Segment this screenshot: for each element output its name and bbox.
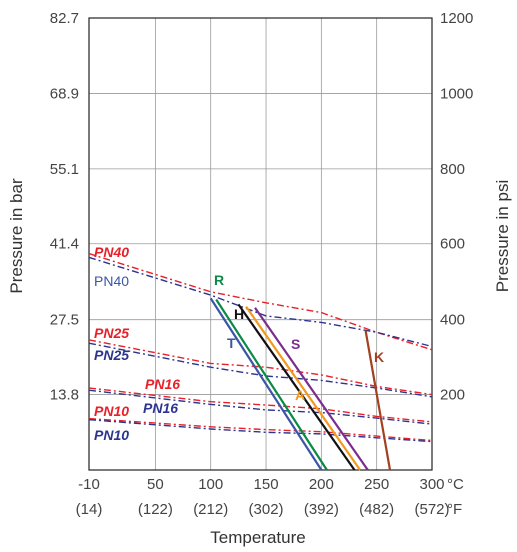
y-tick-label-bar: 55.1 [50,161,79,178]
right-axis-title: Pressure in psi [493,180,512,292]
pn-label-pn16: PN16 [145,376,180,392]
curve-label-a: A [295,387,305,403]
x-unit-celsius: °C [447,476,464,493]
pn-label-pn10: PN10 [94,427,129,443]
y-tick-label-psi: 1000 [440,85,473,102]
x-tick-label-celsius: 150 [254,476,279,493]
y-tick-label-bar: 82.7 [50,10,79,27]
x-tick-label-fahrenheit: (14) [76,501,103,518]
left-axis-title: Pressure in bar [7,178,26,294]
x-tick-label-celsius: 300 [419,476,444,493]
y-tick-label-psi: 800 [440,161,465,178]
x-tick-label-fahrenheit: (212) [193,501,228,518]
curve-h [237,303,356,471]
x-tick-label-celsius: 200 [309,476,334,493]
curve-label-r: R [214,272,224,288]
x-tick-label-celsius: 250 [364,476,389,493]
x-tick-label-celsius: 100 [198,476,223,493]
pn-line-red [88,252,433,351]
pn-label-pn25: PN25 [94,325,129,341]
pn-rating-lines [88,252,433,443]
curve-s [254,307,369,471]
pn-line-navy [88,419,433,443]
material-curves [209,297,392,471]
pn-label-pn40: PN40 [94,244,129,260]
y-tick-label-psi: 200 [440,387,465,404]
pn-line-red [88,417,433,442]
curve-t [209,297,323,471]
curve-label-k: K [374,349,384,365]
x-unit-fahrenheit: °F [447,501,462,518]
grid [88,17,433,471]
pn-label-pn16: PN16 [143,400,178,416]
curve-r [215,298,328,471]
y-tick-label-psi: 1200 [440,10,473,27]
x-axis-title: Temperature [210,528,305,547]
y-tick-label-bar: 13.8 [50,387,79,404]
y-tick-label-bar: 68.9 [50,85,79,102]
curve-label-h: H [234,306,244,322]
pn-label-pn25: PN25 [94,347,129,363]
y-tick-label-bar: 41.4 [50,236,79,253]
x-tick-label-fahrenheit: (392) [304,501,339,518]
curve-label-t: T [227,335,236,351]
curve-labels: PN40 PN40 PN25 PN25 PN16 PN16 PN10 PN10 T R H A S K [94,244,384,443]
x-tick-label-fahrenheit: (122) [138,501,173,518]
plot-frame [88,17,433,471]
pn-label-pn10: PN10 [94,403,129,419]
axis-ticks: -10 (14) 50 (122) 100 (212) 150 (302) 200 (392) 25… [50,10,474,518]
x-tick-label-fahrenheit: (482) [359,501,394,518]
pn-line-navy [88,256,433,348]
y-tick-label-bar: 27.5 [50,312,79,329]
curve-a [245,305,362,471]
y-tick-label-psi: 400 [440,312,465,329]
pn-line-navy [88,389,433,425]
y-tick-label-psi: 600 [440,236,465,253]
curve-label-s: S [291,336,300,352]
x-tick-label-fahrenheit: (572) [414,501,449,518]
x-tick-label-celsius: -10 [78,476,100,493]
pn-label-pn40: PN40 [94,273,129,289]
pn-line-red [88,339,433,396]
pn-line-red [88,387,433,423]
pn-line-navy [88,342,433,398]
curve-k [364,330,392,471]
x-tick-label-celsius: 50 [147,476,164,493]
x-tick-label-fahrenheit: (302) [249,501,284,518]
